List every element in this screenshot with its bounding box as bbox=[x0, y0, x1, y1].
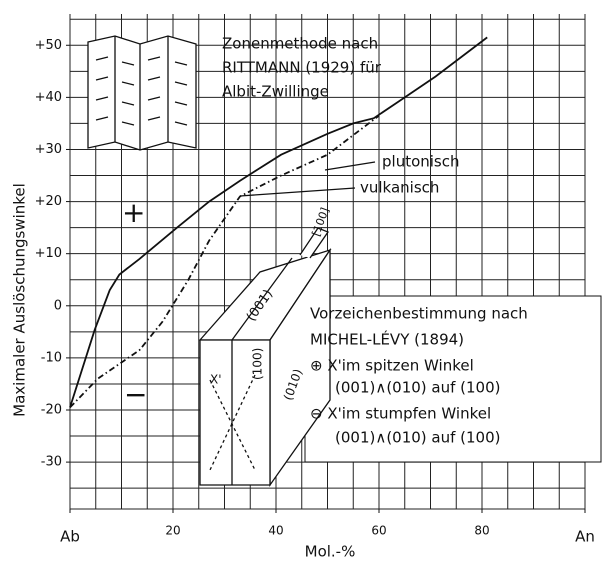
annotation: RITTMANN (1929) für bbox=[222, 59, 382, 77]
y-tick-label: 0 bbox=[54, 298, 62, 313]
annotation: Albit-Zwillinge bbox=[222, 83, 329, 101]
annotation: − bbox=[124, 378, 147, 411]
x-tick-label: 60 bbox=[371, 524, 386, 538]
series-label: vulkanisch bbox=[360, 179, 439, 197]
y-tick-label: +40 bbox=[35, 90, 62, 105]
y-tick-label: +20 bbox=[35, 194, 62, 209]
y-tick-label: -30 bbox=[41, 455, 62, 470]
annotation: [100] bbox=[309, 206, 331, 238]
annotation: X' bbox=[210, 373, 222, 387]
x-tick-label: 20 bbox=[165, 524, 180, 538]
y-tick-label: -10 bbox=[41, 350, 62, 365]
annotation: Vorzeichenbestimmung nach bbox=[310, 305, 528, 323]
x-tick-label: 80 bbox=[474, 524, 489, 538]
y-tick-label: +50 bbox=[35, 38, 62, 53]
x-tick-label: 40 bbox=[268, 524, 283, 538]
annotation: + bbox=[122, 196, 145, 229]
annotation: (001)∧(010) auf (100) bbox=[335, 429, 501, 447]
y-axis-label: Maximaler Auslöschungswinkel bbox=[11, 183, 29, 417]
series-label: plutonisch bbox=[382, 153, 460, 171]
annotation: ⊖ X'im stumpfen Winkel bbox=[310, 405, 491, 423]
x-axis-label: Mol.-% bbox=[305, 543, 356, 561]
x-tick-label: Ab bbox=[60, 528, 80, 546]
annotation: (001)∧(010) auf (100) bbox=[335, 379, 501, 397]
y-tick-label: +30 bbox=[35, 142, 62, 157]
y-tick-label: -20 bbox=[41, 403, 62, 418]
annotation: ⊕ X'im spitzen Winkel bbox=[310, 357, 474, 375]
twin-sketch bbox=[88, 36, 196, 150]
annotation: (100) bbox=[251, 348, 265, 380]
chart: Maximaler Auslöschungswinkel Mol.-% +50 +… bbox=[0, 0, 602, 566]
annotation: MICHEL-LÉVY (1894) bbox=[310, 330, 464, 349]
y-tick-label: +10 bbox=[35, 246, 62, 261]
annotation: Zonenmethode nach bbox=[222, 35, 378, 53]
x-tick-label: An bbox=[575, 528, 595, 546]
